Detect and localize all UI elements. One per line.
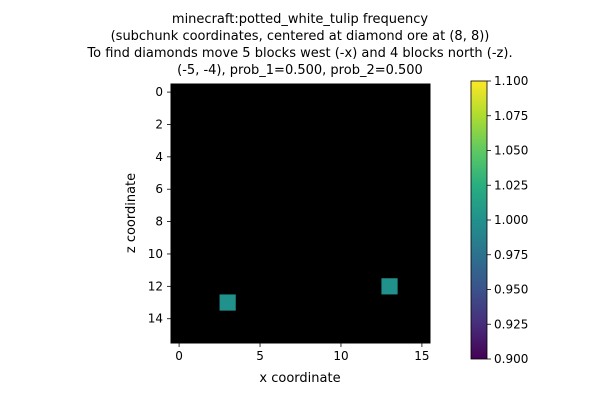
heatmap-cell-0 — [219, 294, 236, 311]
colorbar-tick-label: 1.100 — [494, 74, 528, 88]
plot-frame — [170, 83, 431, 344]
colorbar-tick-label: 1.075 — [494, 109, 528, 123]
chart-title-line-1: minecraft:potted_white_tulip frequency — [171, 12, 429, 27]
y-tick-label: 4 — [155, 150, 163, 164]
colorbar-tick-label: 0.950 — [494, 283, 528, 297]
colorbar-tick-label: 0.975 — [494, 248, 528, 262]
x-axis-label: x coordinate — [259, 371, 340, 386]
y-tick-label: 0 — [155, 85, 163, 99]
colorbar-tick-label: 1.025 — [494, 178, 528, 192]
x-tick-label: 5 — [256, 349, 264, 363]
y-tick-label: 8 — [155, 215, 163, 229]
colorbar: 0.900 0.925 0.950 0.975 1.000 1.025 1.050 1.075… — [470, 74, 528, 366]
y-tick-label: 6 — [155, 182, 163, 196]
x-tick-label: 15 — [414, 349, 429, 363]
chart-title-line-2: (subchunk coordinates, centered at diamo… — [110, 29, 490, 44]
heatmap-plot-area: 0 5 10 15 0 2 4 6 8 10 12 14 — [148, 83, 431, 363]
y-tick-label: 2 — [155, 117, 163, 131]
chart-title-line-4: (-5, -4), prob_1=0.500, prob_2=0.500 — [177, 63, 423, 78]
chart-title-line-3: To find diamonds move 5 blocks west (-x)… — [87, 46, 513, 61]
y-tick-label: 10 — [148, 247, 163, 261]
colorbar-tick-label: 0.900 — [494, 352, 528, 366]
colorbar-gradient — [470, 80, 488, 360]
colorbar-tick-label: 0.925 — [494, 317, 528, 331]
x-tick-label: 10 — [333, 349, 348, 363]
colorbar-tick-label: 1.050 — [494, 144, 528, 158]
heatmap-cell-1 — [381, 278, 398, 295]
y-axis-label: z coordinate — [124, 173, 139, 253]
colorbar-tick-label: 1.000 — [494, 213, 528, 227]
y-tick-label: 14 — [148, 312, 163, 326]
y-tick-label: 12 — [148, 279, 163, 293]
heatmap-background — [171, 84, 430, 343]
x-tick-label: 0 — [175, 349, 183, 363]
